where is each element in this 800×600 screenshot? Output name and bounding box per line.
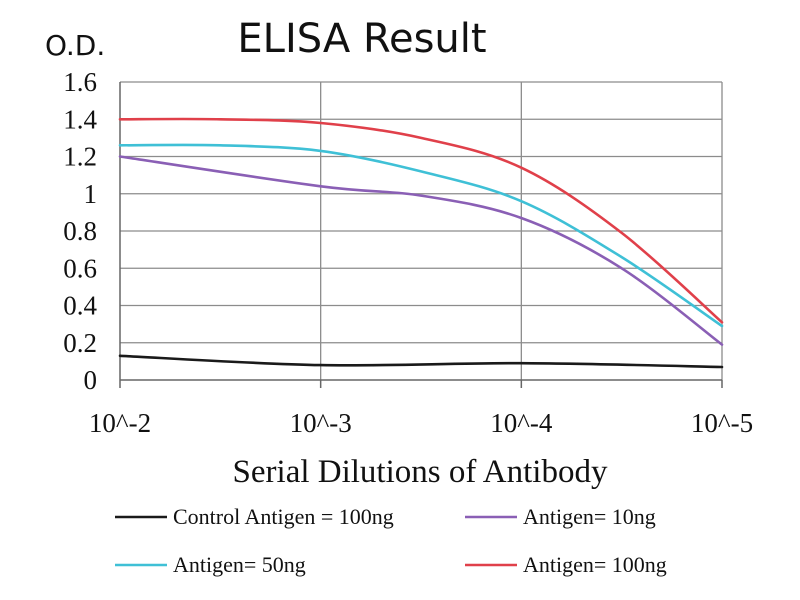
legend-item: Antigen= 50ng xyxy=(115,552,306,577)
series-line-0 xyxy=(118,354,724,369)
legend-label: Antigen= 10ng xyxy=(523,504,656,529)
series-line-1 xyxy=(118,155,724,346)
y-tick-label: 0.8 xyxy=(63,216,97,246)
x-axis-label: Serial Dilutions of Antibody xyxy=(233,454,608,490)
y-axis-label: O.D. xyxy=(45,29,105,62)
legend-label: Antigen= 50ng xyxy=(173,552,306,577)
y-tick-label: 1.6 xyxy=(63,67,97,97)
x-tick-label: 10^-2 xyxy=(89,408,151,438)
legend-item: Antigen= 10ng xyxy=(465,504,656,529)
x-tick-label: 10^-4 xyxy=(490,408,553,438)
series-line-3 xyxy=(118,117,724,324)
grid-lines xyxy=(120,81,723,380)
y-tick-labels: 0 0.2 0.4 0.6 0.8 1 1.2 1.4 1.6 xyxy=(63,67,97,395)
x-tick-labels: 10^-2 10^-3 10^-4 10^-5 xyxy=(89,408,753,438)
series-lines xyxy=(118,117,724,369)
y-tick-label: 0.6 xyxy=(63,253,97,283)
y-tick-label: 1 xyxy=(84,179,98,209)
legend-item: Antigen= 100ng xyxy=(465,552,667,577)
series-line-2 xyxy=(118,143,724,328)
x-tick-label: 10^-5 xyxy=(691,408,753,438)
y-tick-label: 0 xyxy=(84,365,98,395)
legend: Control Antigen = 100ng Antigen= 10ng Anti… xyxy=(115,504,667,577)
legend-item: Control Antigen = 100ng xyxy=(115,504,394,529)
legend-label: Control Antigen = 100ng xyxy=(173,504,394,529)
legend-label: Antigen= 100ng xyxy=(523,552,667,577)
y-tick-label: 0.4 xyxy=(63,291,97,321)
x-tick-label: 10^-3 xyxy=(290,408,352,438)
y-tick-label: 1.2 xyxy=(63,142,97,172)
y-tick-label: 0.2 xyxy=(63,328,97,358)
axes xyxy=(119,82,723,388)
chart-title: ELISA Result xyxy=(237,16,486,62)
y-tick-label: 1.4 xyxy=(63,104,97,134)
